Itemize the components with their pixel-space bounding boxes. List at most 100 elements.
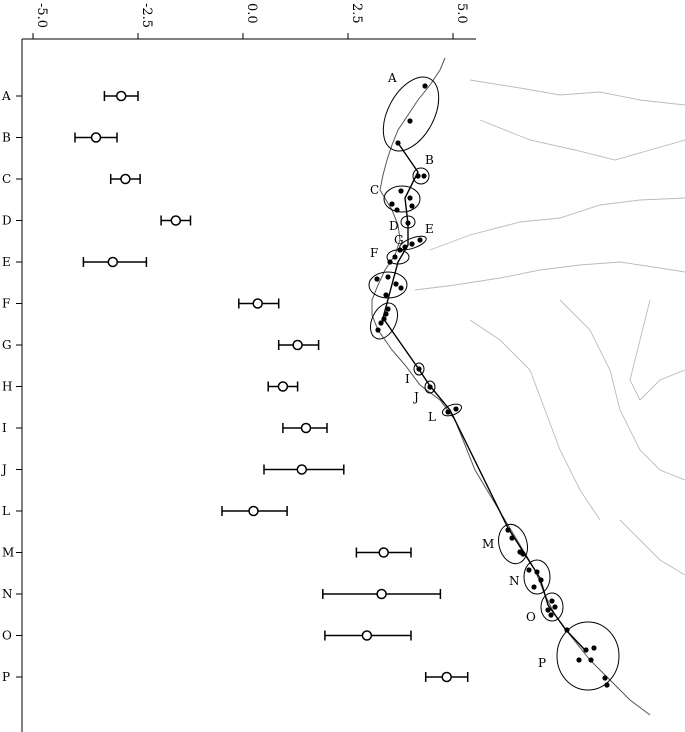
cluster-J [424, 380, 436, 394]
river-1 [469, 79, 685, 106]
sample-point [398, 188, 404, 194]
sample-point [385, 306, 391, 312]
coastline [371, 57, 651, 716]
sample-point [564, 627, 570, 633]
cluster-I [413, 362, 425, 376]
sample-point [552, 604, 558, 610]
sample-point [538, 577, 544, 583]
sample-point [445, 409, 451, 415]
sample-point [385, 274, 391, 280]
river-5 [619, 519, 685, 576]
cluster-L [441, 403, 463, 417]
sample-point [576, 657, 582, 663]
map-borders [414, 79, 685, 576]
category-label: P [2, 670, 10, 684]
sample-point [602, 675, 608, 681]
site-label-F: F [370, 246, 378, 260]
sample-point [374, 276, 380, 282]
site-clusters [368, 76, 620, 691]
category-label: L [2, 504, 10, 518]
sample-point [378, 320, 384, 326]
sample-point [548, 612, 554, 618]
site-label-J: J [412, 390, 419, 404]
x-tick-label: 0.0 [244, 3, 259, 24]
sample-point [416, 366, 422, 372]
mean-point [115, 90, 127, 102]
site-label-M: M [482, 537, 494, 551]
category-label: H [2, 380, 12, 394]
site-label-I: I [405, 372, 410, 386]
country-border-2 [414, 261, 685, 291]
sample-point [545, 607, 551, 613]
estimates [74, 90, 469, 683]
cluster-F2 [369, 302, 399, 340]
sample-point [417, 237, 423, 243]
category-label: M [2, 546, 14, 560]
sample-point [383, 292, 389, 298]
mean-point [90, 132, 102, 143]
mean-point [441, 671, 452, 683]
x-tick-label: 2.5 [349, 3, 364, 24]
x-tick-label: 5.0 [454, 3, 469, 24]
category-label: O [2, 629, 12, 643]
sample-point [402, 244, 408, 250]
sample-point [588, 657, 594, 663]
cluster-D [400, 215, 416, 229]
cluster-N [523, 559, 551, 595]
sample-point [531, 584, 537, 590]
sample-point [393, 281, 399, 287]
sample-point [383, 311, 389, 317]
site-label-G: G [394, 233, 404, 247]
site-label-P: P [538, 656, 546, 670]
sample-point [392, 254, 398, 260]
category-labels: A B C D E F G H I J L M N O P [0, 89, 22, 684]
category-label: I [2, 421, 7, 435]
mean-point [292, 339, 303, 351]
category-label: N [2, 587, 13, 601]
sample-point [604, 682, 610, 688]
mean-point [378, 547, 389, 558]
x-tick-label: -2.5 [139, 3, 154, 28]
sample-point [381, 316, 387, 322]
sample-point [409, 241, 415, 247]
mean-point [361, 630, 373, 641]
country-border-1 [429, 197, 685, 251]
site-label-A: A [387, 71, 397, 85]
sample-point [407, 118, 413, 124]
sample-point [583, 647, 589, 653]
mean-point [170, 215, 182, 226]
sample-point [415, 173, 421, 179]
sample-point [397, 247, 403, 253]
category-label: F [2, 297, 10, 311]
river-4 [559, 299, 685, 481]
sample-point [394, 207, 400, 213]
sample-point [427, 384, 433, 390]
sample-point [421, 173, 427, 179]
category-label: C [2, 172, 11, 186]
sample-point [591, 645, 597, 651]
category-label: G [2, 338, 12, 352]
river-6 [629, 299, 685, 401]
mean-point [296, 464, 308, 475]
cluster-A [382, 76, 440, 152]
sample-point [534, 569, 540, 575]
sample-point [509, 535, 515, 541]
river-3 [469, 319, 601, 521]
sample-point [407, 195, 413, 201]
cluster-M [498, 523, 528, 565]
x-tick-label: -5.0 [34, 3, 49, 28]
sample-point [375, 327, 381, 333]
cluster-F [368, 271, 408, 299]
x-axis-ticks: -5.0 -2.5 0.0 2.5 5.0 [32, 3, 469, 39]
site-label-O: O [526, 610, 536, 624]
mean-point [277, 381, 289, 392]
site-label-D: D [389, 219, 399, 233]
category-label: J [0, 463, 7, 477]
mean-point [300, 422, 312, 434]
sample-point [395, 140, 401, 146]
site-label-B: B [425, 153, 434, 167]
sample-point [422, 83, 428, 89]
sample-point [405, 220, 411, 226]
sample-points [374, 83, 610, 688]
